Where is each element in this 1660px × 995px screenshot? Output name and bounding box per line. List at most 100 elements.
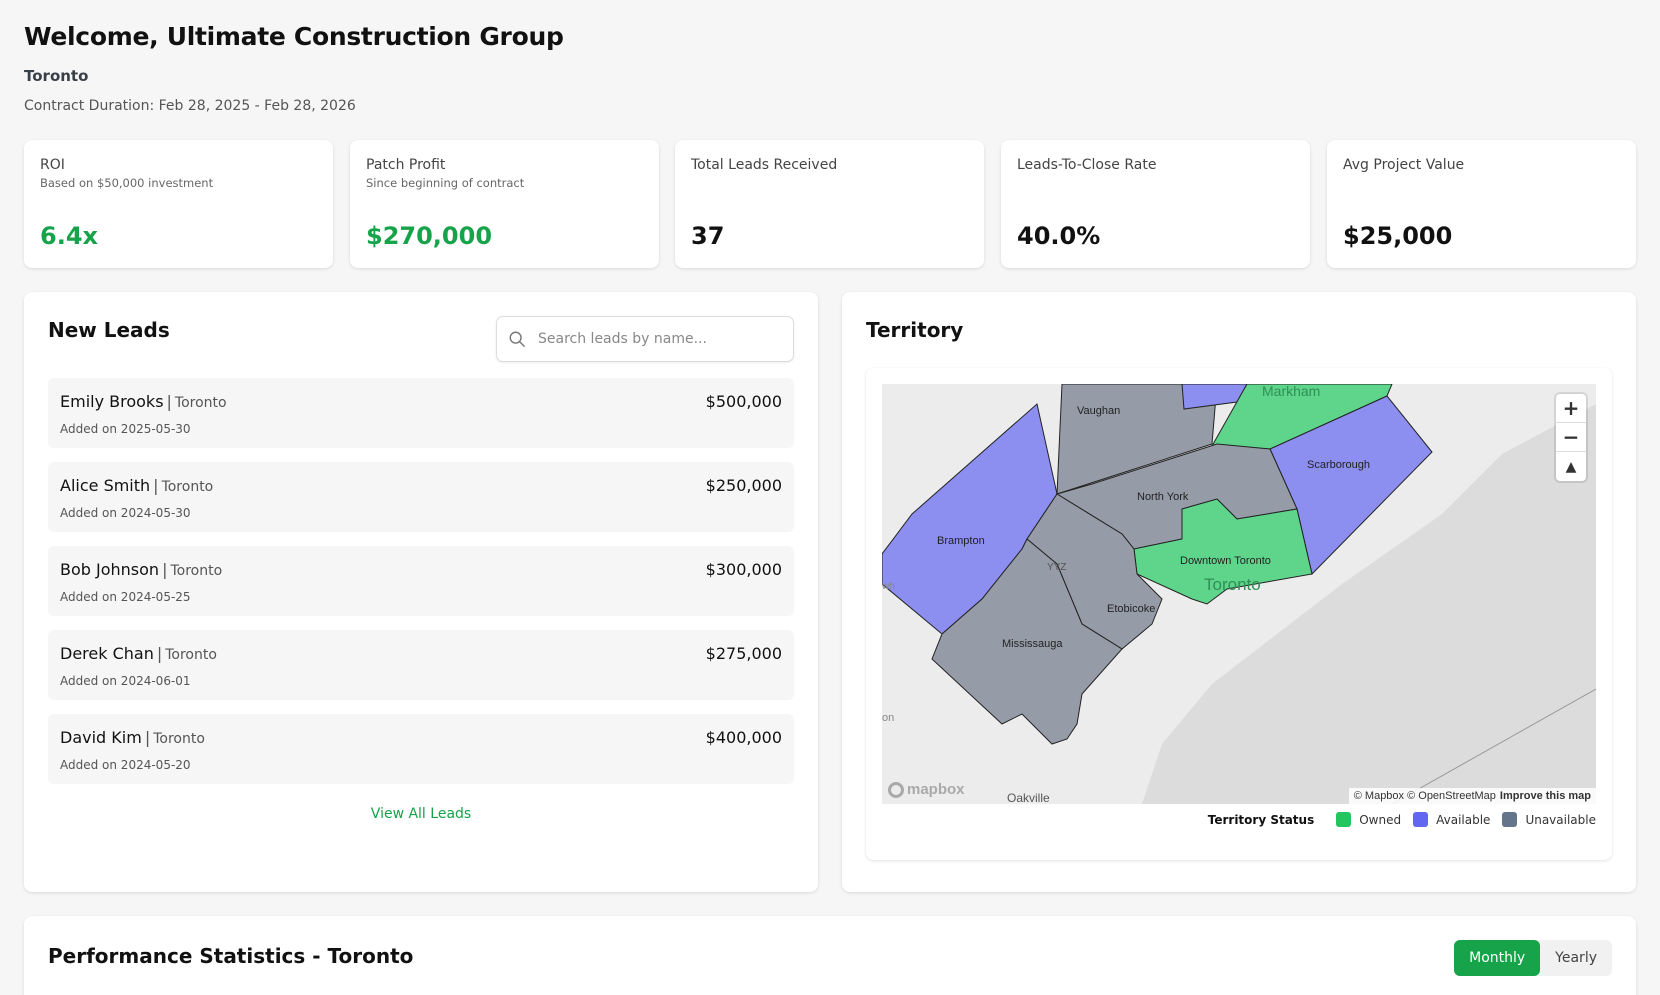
stat-label: Leads-To-Close Rate xyxy=(1017,157,1157,173)
lead-item[interactable]: Emily Brooks | Toronto Added on 2025-05-30… xyxy=(48,378,794,448)
territory-map-container: Markham Vaughan Scarborough North York B… xyxy=(866,368,1612,860)
mapbox-logo-text: mapbox xyxy=(907,781,965,798)
lead-separator: | xyxy=(162,560,168,579)
compass-icon[interactable]: ▲ xyxy=(1565,458,1577,475)
lead-city: Toronto xyxy=(170,563,223,579)
lead-city: Toronto xyxy=(165,647,217,663)
lead-separator: | xyxy=(153,476,159,495)
lead-date: Added on 2024-06-01 xyxy=(60,674,191,688)
tab-yearly[interactable]: Yearly xyxy=(1555,950,1597,966)
map-label: on xyxy=(882,712,894,724)
legend-label: Unavailable xyxy=(1525,812,1596,827)
lead-name: Alice Smith xyxy=(60,476,151,495)
legend-title: Territory Status xyxy=(1207,812,1315,827)
region-downtown-toronto[interactable] xyxy=(1133,498,1313,605)
stat-sublabel: Since beginning of contract xyxy=(366,176,525,190)
lead-amount: $300,000 xyxy=(705,560,782,579)
lead-city: Toronto xyxy=(161,479,214,495)
lead-amount: $400,000 xyxy=(705,728,782,747)
map-label: Scarborough xyxy=(1307,459,1370,471)
lead-separator: | xyxy=(166,392,172,411)
stat-label: Total Leads Received xyxy=(691,157,838,173)
lead-search-box[interactable] xyxy=(496,316,794,362)
region-vaughan[interactable] xyxy=(1056,384,1218,495)
legend-item-owned: Owned xyxy=(1336,812,1401,827)
lead-date: Added on 2024-05-30 xyxy=(60,506,191,520)
lead-item[interactable]: David Kim | Toronto Added on 2024-05-20 $4… xyxy=(48,714,794,784)
map-label: North York xyxy=(1137,491,1189,503)
stat-label: Avg Project Value xyxy=(1343,157,1465,173)
zoom-in-button[interactable]: + xyxy=(1556,394,1586,423)
stat-value: $270,000 xyxy=(366,222,493,250)
stat-card-avg-project: Avg Project Value $25,000 xyxy=(1327,140,1636,268)
city-subtitle: Toronto xyxy=(24,67,89,85)
stat-card-roi: ROI Based on $50,000 investment 6.4x xyxy=(24,140,333,268)
map-label: Oakville xyxy=(1007,791,1050,804)
map-label: Toronto xyxy=(1204,575,1261,594)
region-mississauga[interactable] xyxy=(931,538,1123,745)
search-icon xyxy=(509,331,525,347)
mapbox-ring-icon xyxy=(888,781,904,798)
territory-map[interactable]: Markham Vaughan Scarborough North York B… xyxy=(882,384,1596,804)
lead-name: Derek Chan xyxy=(60,644,154,663)
stat-card-close-rate: Leads-To-Close Rate 40.0% xyxy=(1001,140,1310,268)
zoom-out-button[interactable]: − xyxy=(1556,423,1586,452)
performance-panel: Performance Statistics - Toronto Monthly… xyxy=(24,916,1636,995)
stat-value: 40.0% xyxy=(1017,222,1101,250)
stat-sublabel: Based on $50,000 investment xyxy=(40,176,214,190)
territory-title: Territory xyxy=(866,318,964,342)
map-label: Brampton xyxy=(937,535,985,547)
map-canvas[interactable]: Markham Vaughan Scarborough North York B… xyxy=(882,384,1596,804)
legend-swatch xyxy=(1336,812,1352,827)
mapbox-logo: mapbox xyxy=(888,781,965,798)
lead-name: Bob Johnson xyxy=(60,560,160,579)
lead-date: Added on 2024-05-20 xyxy=(60,758,191,772)
legend-swatch xyxy=(1502,812,1518,827)
lead-item[interactable]: Alice Smith | Toronto Added on 2024-05-30 … xyxy=(48,462,794,532)
lead-amount: $500,000 xyxy=(705,392,782,411)
lead-item[interactable]: Derek Chan | Toronto Added on 2024-06-01 $… xyxy=(48,630,794,700)
lead-search-input[interactable] xyxy=(538,331,778,347)
view-all-leads-link[interactable]: View All Leads xyxy=(370,806,472,822)
stat-value: 6.4x xyxy=(40,222,98,250)
stat-card-total-leads: Total Leads Received 37 xyxy=(675,140,984,268)
legend-swatch xyxy=(1413,812,1429,827)
territory-panel: Territory Markham Vaughan Scarborough No… xyxy=(842,292,1636,892)
stat-label: ROI xyxy=(40,157,65,173)
lead-amount: $275,000 xyxy=(705,644,782,663)
lead-date: Added on 2025-05-30 xyxy=(60,422,191,436)
period-toggle: Monthly Yearly xyxy=(1454,940,1612,976)
map-label: Vaughan xyxy=(1077,405,1120,417)
improve-map-link[interactable]: Improve this map xyxy=(1499,790,1591,802)
map-label: Markham xyxy=(1262,384,1320,399)
lead-separator: | xyxy=(156,644,163,663)
stat-value: $25,000 xyxy=(1343,222,1453,250)
lead-city: Toronto xyxy=(174,395,227,411)
map-label: Downtown Toronto xyxy=(1180,555,1271,567)
lead-name: David Kim xyxy=(60,728,142,747)
lead-name: Emily Brooks xyxy=(60,392,164,411)
lead-amount: $250,000 xyxy=(705,476,782,495)
new-leads-title: New Leads xyxy=(48,318,170,342)
map-attribution: © Mapbox © OpenStreetMap Improve this map xyxy=(1348,788,1596,804)
legend-item-unavailable: Unavailable xyxy=(1502,812,1596,827)
map-label: Mississauga xyxy=(1002,638,1063,650)
stat-card-patch-profit: Patch Profit Since beginning of contract… xyxy=(350,140,659,268)
lead-city: Toronto xyxy=(153,731,205,747)
lead-date: Added on 2024-05-25 xyxy=(60,590,191,604)
legend-label: Available xyxy=(1436,812,1491,827)
map-zoom-controls: + − ▲ xyxy=(1556,394,1586,481)
stat-value: 37 xyxy=(691,222,725,250)
territory-legend: Territory Status Owned Available Unavail… xyxy=(1208,812,1596,827)
page-title: Welcome, Ultimate Construction Group xyxy=(24,22,564,51)
tab-monthly[interactable]: Monthly xyxy=(1454,940,1541,976)
map-label: YYZ xyxy=(1047,562,1066,573)
new-leads-panel: New Leads Emily Brooks|Toronto Added on … xyxy=(24,292,818,892)
attribution-text[interactable]: © Mapbox © OpenStreetMap xyxy=(1353,790,1496,802)
legend-item-available: Available xyxy=(1413,812,1490,827)
lead-item[interactable]: Bob Johnson | Toronto Added on 2024-05-25 … xyxy=(48,546,794,616)
performance-title: Performance Statistics - Toronto xyxy=(48,944,414,968)
contract-duration: Contract Duration: Feb 28, 2025 - Feb 28… xyxy=(24,98,356,114)
map-label: Etobicoke xyxy=(1107,603,1155,615)
map-label: wh xyxy=(882,581,895,592)
